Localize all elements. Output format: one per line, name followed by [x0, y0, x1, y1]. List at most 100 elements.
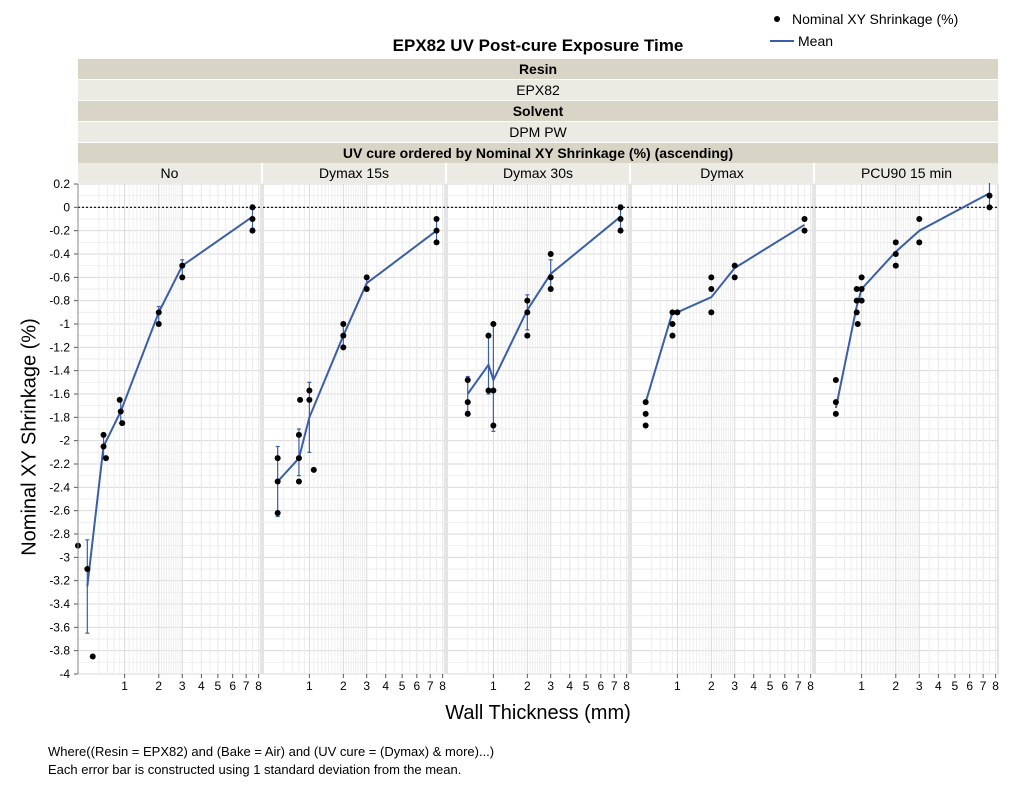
data-point [274, 455, 281, 462]
x-tick-label: 7 [243, 679, 250, 693]
data-point [490, 422, 497, 429]
group1-name-band: Resin [78, 59, 998, 79]
data-point [363, 274, 370, 281]
x-tick-label: 1 [858, 679, 865, 693]
data-point [669, 332, 676, 339]
mean-line [644, 223, 806, 403]
data-point [100, 431, 107, 438]
y-tick-label: -2.2 [49, 457, 70, 471]
x-tick-label: 2 [892, 679, 899, 693]
data-point [858, 274, 865, 281]
data-point [731, 274, 738, 281]
data-point [524, 332, 531, 339]
data-point [801, 227, 808, 234]
data-point [89, 653, 96, 660]
data-point [708, 274, 715, 281]
x-tick-label: 6 [229, 679, 236, 693]
data-point [832, 410, 839, 417]
data-point [490, 387, 497, 394]
footer-note: Where((Resin = EPX82) and (Bake = Air) a… [48, 743, 494, 779]
group3-name-band: UV cure ordered by Nominal XY Shrinkage … [78, 143, 998, 163]
data-point [642, 422, 649, 429]
x-tick-label: 1 [490, 679, 497, 693]
footer-error-bar-note: Each error bar is constructed using 1 st… [48, 762, 462, 777]
data-point [801, 216, 808, 222]
data-point [986, 192, 993, 199]
y-tick-label: -0.2 [49, 224, 70, 238]
x-tick-label: 2 [524, 679, 531, 693]
x-tick-label: 4 [198, 679, 205, 693]
data-point [179, 262, 186, 269]
x-tick-label: 7 [980, 679, 987, 693]
data-point [295, 478, 302, 485]
x-tick-label: 3 [363, 679, 370, 693]
y-tick-label: -2.8 [49, 527, 70, 541]
data-point [295, 455, 302, 462]
legend-mean-label: Mean [798, 33, 834, 49]
x-tick-label: 3 [179, 679, 186, 693]
legend-item-mean: Mean [770, 30, 958, 52]
data-point [102, 455, 109, 462]
y-tick-label: -3.4 [49, 597, 70, 611]
data-point [674, 309, 681, 316]
x-tick-label: 4 [935, 679, 942, 693]
data-point [832, 399, 839, 406]
data-point [155, 309, 162, 316]
y-tick-label: -3.8 [49, 644, 70, 658]
data-point [617, 216, 624, 222]
y-tick-label: -1 [59, 317, 70, 331]
data-point [524, 297, 531, 304]
data-point [642, 410, 649, 417]
group2-name-band: Solvent [78, 101, 998, 121]
x-tick-label: 3 [547, 679, 554, 693]
x-tick-label: 5 [215, 679, 222, 693]
data-point [708, 309, 715, 316]
x-tick-label: 4 [566, 679, 573, 693]
panel-header-dymax: Dymax [631, 163, 813, 183]
mean-line [86, 215, 254, 587]
x-tick-label: 7 [427, 679, 434, 693]
data-point [642, 399, 649, 406]
data-point [853, 286, 860, 292]
data-point [547, 274, 554, 281]
x-tick-label: 2 [155, 679, 162, 693]
x-tick-label: 5 [399, 679, 406, 693]
data-point [731, 262, 738, 269]
panel-header-pcu90-15-min: PCU90 15 min [815, 163, 998, 183]
mean-line [466, 215, 622, 395]
data-point [179, 274, 186, 281]
data-point [297, 396, 304, 403]
data-point [916, 239, 923, 246]
panel-header-dymax-30s: Dymax 30s [447, 163, 629, 183]
data-point [853, 297, 860, 304]
x-axis-label: Wall Thickness (mm) [445, 702, 631, 724]
data-point [295, 431, 302, 438]
x-tick-label: 2 [708, 679, 715, 693]
x-tick-label: 1 [121, 679, 128, 693]
x-tick-label: 6 [966, 679, 973, 693]
chart-title: EPX82 UV Post-cure Exposure Time [392, 36, 684, 55]
data-point [708, 286, 715, 292]
x-tick-label: 7 [795, 679, 802, 693]
data-point [155, 321, 162, 327]
data-point [892, 251, 899, 257]
data-point [433, 216, 440, 222]
x-tick-label: 6 [781, 679, 788, 693]
data-point [119, 420, 126, 427]
y-tick-label: -2.6 [49, 504, 70, 518]
x-tick-label: 3 [731, 679, 738, 693]
data-point [986, 204, 993, 211]
data-point [485, 332, 492, 339]
x-tick-label: 1 [674, 679, 681, 693]
y-tick-label: -1.8 [49, 410, 70, 424]
mean-line [834, 192, 990, 409]
panel-header-dymax-15s: Dymax 15s [263, 163, 445, 183]
x-tick-label: 4 [750, 679, 757, 693]
x-tick-label: 1 [306, 679, 313, 693]
x-tick-label: 5 [583, 679, 590, 693]
